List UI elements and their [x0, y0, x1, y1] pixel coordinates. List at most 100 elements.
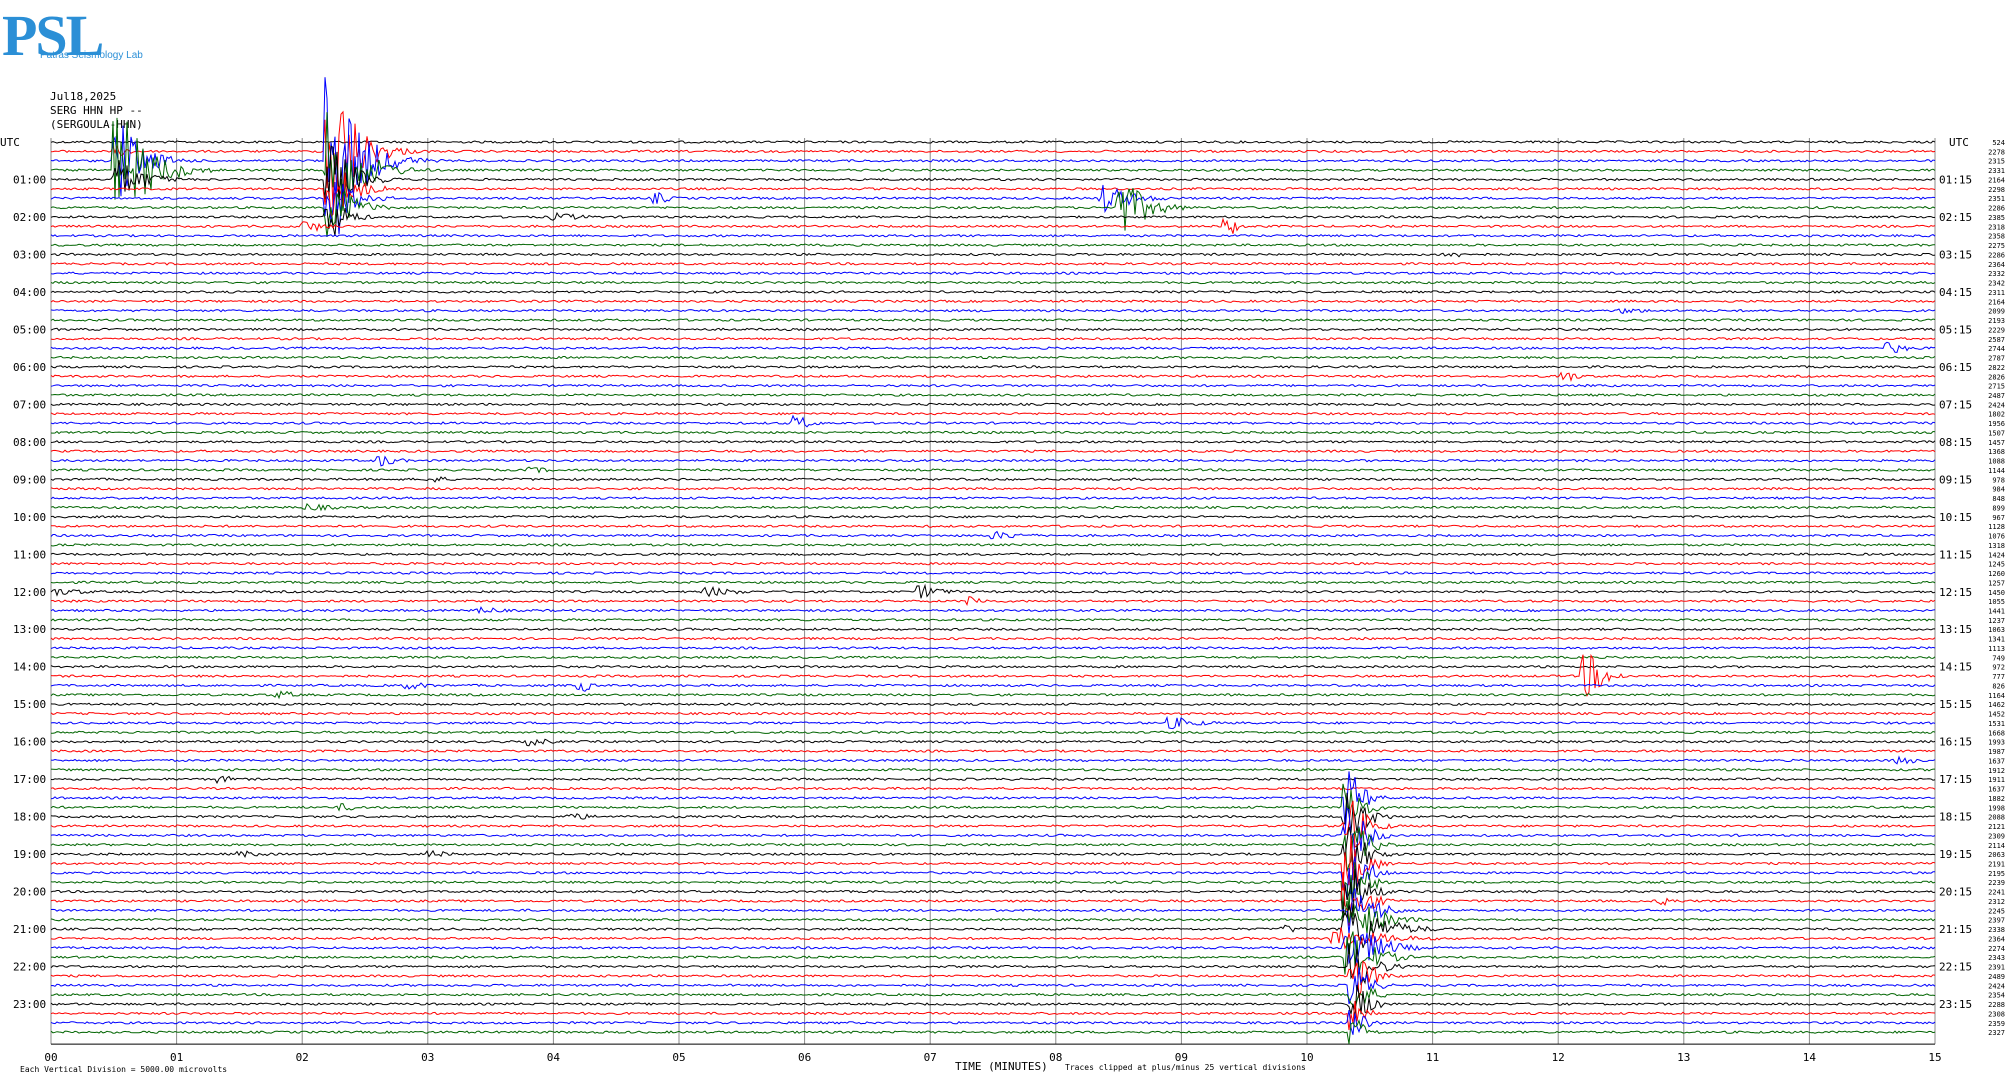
- trace-value: 1450: [1988, 589, 2005, 597]
- seismic-trace: [50, 835, 1936, 891]
- x-tick-label: 10: [1300, 1051, 1313, 1064]
- trace-value: 1911: [1988, 776, 2005, 784]
- trace-value: 2397: [1988, 917, 2005, 925]
- trace-value: 1668: [1988, 729, 2005, 737]
- seismic-trace: [50, 682, 1936, 692]
- trace-value: 2099: [1988, 308, 2005, 316]
- trace-value: 1987: [1988, 748, 2005, 756]
- seismic-trace: [50, 318, 1936, 322]
- seismic-trace: [50, 172, 1936, 218]
- seismic-trace: [50, 327, 1936, 332]
- hour-label-left: 10:00: [13, 511, 46, 524]
- x-tick-label: 13: [1677, 1051, 1690, 1064]
- psl-logo: PSL Patras Seismology Lab: [2, 2, 207, 72]
- x-axis-title: TIME (MINUTES): [955, 1060, 1048, 1073]
- seismic-trace: [50, 984, 1936, 1018]
- trace-value: 1341: [1988, 636, 2005, 644]
- trace-value: 1055: [1988, 598, 2005, 606]
- hour-label-right: 04:15: [1939, 286, 1972, 299]
- x-tick-label: 07: [924, 1051, 937, 1064]
- seismic-trace: [50, 140, 1936, 144]
- seismic-trace: [50, 496, 1936, 500]
- hour-label-left: 23:00: [13, 998, 46, 1011]
- seismic-trace: [51, 524, 1936, 529]
- trace-value: 1257: [1988, 579, 2005, 587]
- hour-label-left: 09:00: [13, 473, 46, 486]
- seismic-trace: [50, 606, 1936, 615]
- trace-value: 1462: [1988, 701, 2005, 709]
- trace-value: 1531: [1988, 720, 2005, 728]
- hour-label-left: 12:00: [13, 586, 46, 599]
- x-tick-label: 02: [296, 1051, 309, 1064]
- trace-value: 2358: [1988, 233, 2005, 241]
- seismic-trace: [50, 112, 1936, 211]
- trace-value: 2826: [1988, 373, 2005, 381]
- trace-value: 1507: [1988, 429, 2005, 437]
- seismic-trace: [50, 580, 1936, 585]
- trace-value: 2311: [1988, 289, 2005, 297]
- trace-value: 2088: [1988, 814, 2005, 822]
- trace-value: 2354: [1988, 992, 2005, 1000]
- seismic-trace: [50, 365, 1936, 369]
- seismic-trace: [50, 862, 1936, 911]
- hour-label-right: 12:15: [1939, 586, 1972, 599]
- seismic-trace: [50, 552, 1936, 557]
- hour-label-left: 22:00: [13, 961, 46, 974]
- hour-label-left: 03:00: [13, 248, 46, 261]
- seismic-trace: [50, 596, 1936, 606]
- hour-label-left: 07:00: [13, 398, 46, 411]
- seismic-trace: [50, 208, 1936, 237]
- trace-value: 2312: [1988, 898, 2005, 906]
- seismic-trace: [50, 414, 1936, 428]
- hour-label-right: 16:15: [1939, 736, 1972, 749]
- seismic-trace: [50, 655, 1936, 660]
- trace-value: 1237: [1988, 617, 2005, 625]
- trace-value: 2318: [1988, 223, 2005, 231]
- trace-value: 2338: [1988, 926, 2005, 934]
- trace-value: 1998: [1988, 804, 2005, 812]
- trace-value: 2114: [1988, 842, 2005, 850]
- hour-label-left: 16:00: [13, 736, 46, 749]
- trace-value: 1882: [1988, 795, 2005, 803]
- seismic-trace: [50, 690, 1936, 700]
- hour-label-left: 17:00: [13, 773, 46, 786]
- hour-label-right: 20:15: [1939, 886, 1972, 899]
- logo-letters: PSL: [2, 3, 104, 68]
- seismic-trace: [50, 868, 1936, 922]
- trace-value: 1993: [1988, 739, 2005, 747]
- clip-note: Traces clipped at plus/minus 25 vertical…: [1065, 1063, 1306, 1072]
- trace-value: 1956: [1988, 420, 2005, 428]
- hour-label-left: 11:00: [13, 548, 46, 561]
- trace-value: 1457: [1988, 439, 2005, 447]
- seismic-trace: [50, 233, 1936, 238]
- trace-value: 2364: [1988, 935, 2005, 943]
- trace-value: 2275: [1988, 242, 2005, 250]
- hour-label-right: 06:15: [1939, 361, 1972, 374]
- chart-text: UTC UTC Each Vertical Division = 5000.00…: [0, 136, 1969, 1074]
- seismic-trace: [50, 583, 1936, 599]
- trace-value: 1637: [1988, 786, 2005, 794]
- trace-value: 1144: [1988, 467, 2005, 475]
- hour-label-right: 17:15: [1939, 773, 1972, 786]
- trace-value: 1441: [1988, 608, 2005, 616]
- hour-label-left: 05:00: [13, 323, 46, 336]
- seismic-trace: [50, 900, 1936, 934]
- seismic-trace: [50, 927, 1936, 950]
- trace-value: 2332: [1988, 270, 2005, 278]
- utc-right-label: UTC: [1949, 136, 1969, 149]
- trace-value: 2229: [1988, 326, 2005, 334]
- seismic-trace: [50, 439, 1936, 444]
- trace-value: 2787: [1988, 355, 2005, 363]
- hour-label-right: 05:15: [1939, 323, 1972, 336]
- hour-label-right: 23:15: [1939, 998, 1972, 1011]
- hour-label-right: 01:15: [1939, 173, 1972, 186]
- trace-value: 2298: [1988, 186, 2005, 194]
- seismic-trace: [50, 290, 1936, 294]
- trace-value: 899: [1992, 504, 2005, 512]
- seismic-trace: [50, 476, 1936, 483]
- hour-label-left: 08:00: [13, 436, 46, 449]
- trace-value: 2343: [1988, 954, 2005, 962]
- hour-label-right: 19:15: [1939, 848, 1972, 861]
- trace-value: 2164: [1988, 176, 2005, 184]
- trace-value: 2359: [1988, 1020, 2005, 1028]
